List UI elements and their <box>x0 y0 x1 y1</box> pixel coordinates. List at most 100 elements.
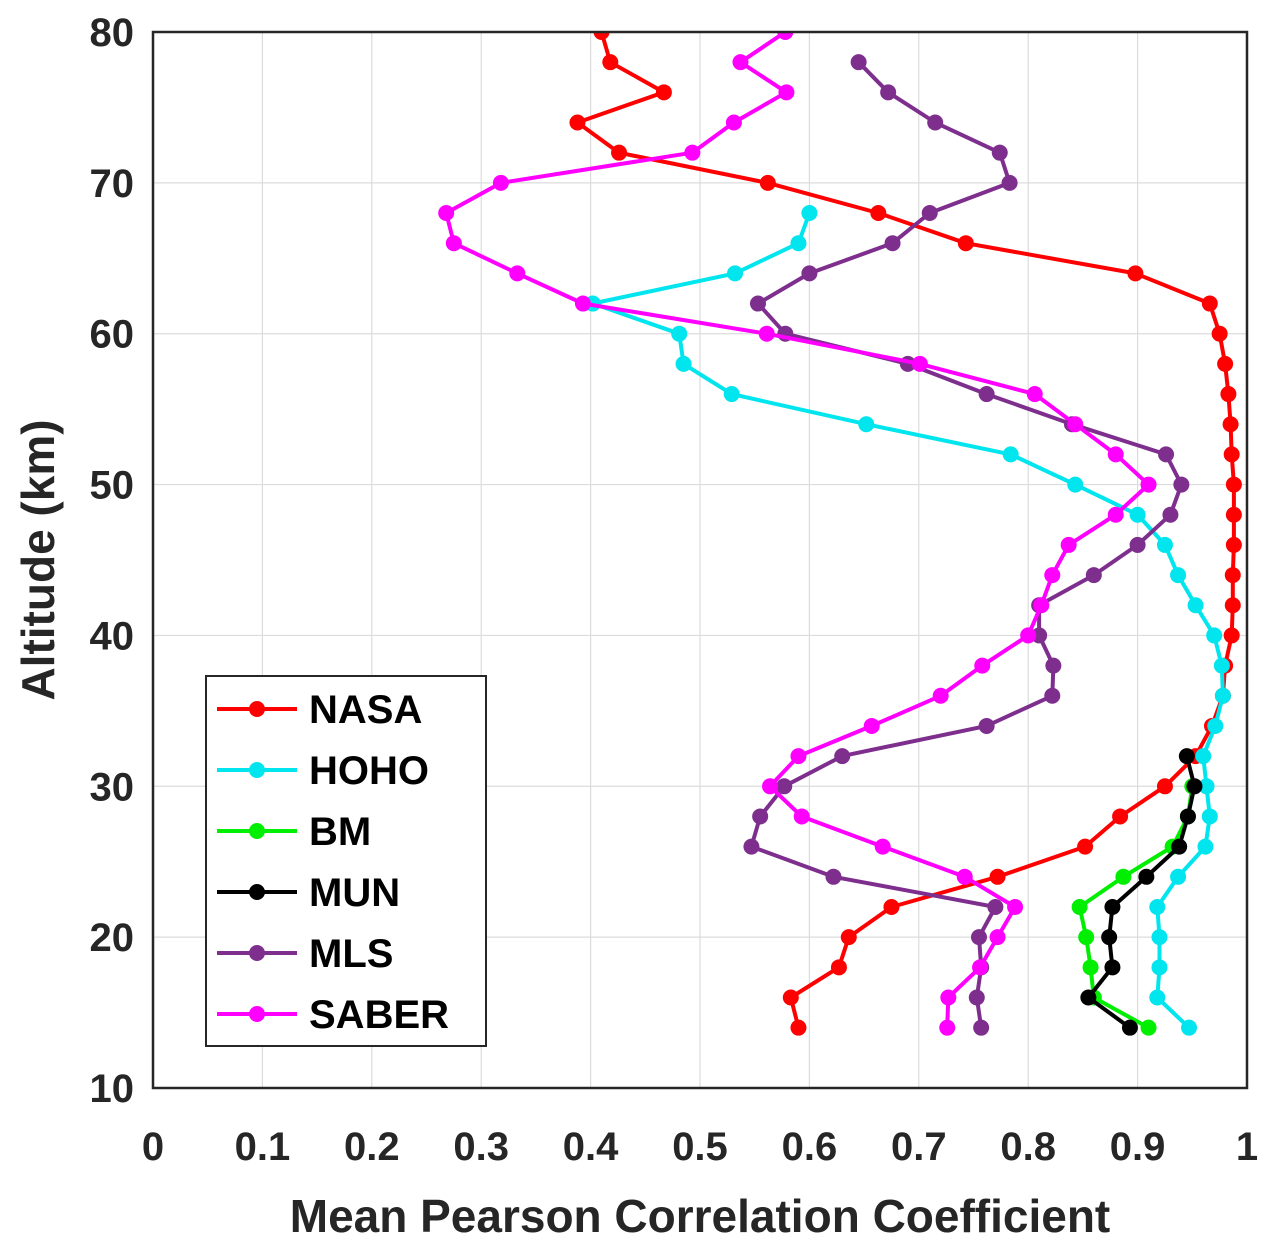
data-point-mls <box>927 114 944 131</box>
data-point-bm <box>1115 868 1132 885</box>
data-point-saber <box>725 114 742 131</box>
data-point-nasa <box>759 174 776 191</box>
data-point-nasa <box>830 959 847 976</box>
data-point-mls <box>743 838 760 855</box>
data-point-nasa <box>1222 416 1239 433</box>
data-point-mls <box>1158 446 1175 463</box>
data-point-bm <box>1140 1019 1157 1036</box>
legend-label-nasa: NASA <box>309 688 422 732</box>
data-point-mls <box>978 386 995 403</box>
data-point-hoho <box>1198 778 1215 795</box>
data-point-saber <box>972 959 989 976</box>
data-point-hoho <box>1170 567 1187 584</box>
data-point-saber <box>509 265 526 282</box>
legend-label-mls: MLS <box>309 932 393 976</box>
x-tick-label: 0.3 <box>453 1125 509 1169</box>
data-point-hoho <box>1151 929 1168 946</box>
x-axis-title: Mean Pearson Correlation Coefficient <box>290 1190 1111 1242</box>
data-point-mls <box>834 748 851 765</box>
data-point-saber <box>1020 627 1037 644</box>
data-point-hoho <box>1197 838 1214 855</box>
data-point-nasa <box>870 205 887 222</box>
legend-item-hoho: HOHO <box>217 749 429 793</box>
data-point-saber <box>1067 416 1084 433</box>
data-point-nasa <box>655 84 672 101</box>
data-point-nasa <box>957 235 974 252</box>
data-point-nasa <box>790 1019 807 1036</box>
data-point-nasa <box>1225 506 1242 523</box>
axes-box <box>151 30 1249 1090</box>
data-point-saber <box>874 838 891 855</box>
y-tick-labels: 10 20 30 40 50 60 70 80 <box>90 11 135 1111</box>
data-point-hoho <box>790 235 807 252</box>
series-line-saber <box>444 32 1151 1030</box>
data-point-mun <box>1104 959 1121 976</box>
legend-label-saber: SABER <box>309 993 449 1037</box>
x-tick-label: 0.6 <box>782 1125 838 1169</box>
y-tick-label: 30 <box>90 765 135 809</box>
series-mun <box>1080 748 1203 1036</box>
data-point-saber <box>1044 567 1061 584</box>
data-point-hoho <box>1187 597 1204 614</box>
data-point-saber <box>863 717 880 734</box>
x-tick-label: 0.8 <box>1000 1125 1056 1169</box>
x-tick-label: 0.4 <box>563 1125 619 1169</box>
series-line-mun <box>1086 754 1197 1030</box>
data-point-nasa <box>1224 597 1241 614</box>
data-point-nasa <box>1224 567 1241 584</box>
x-tick-label: 0.9 <box>1110 1125 1166 1169</box>
data-point-saber <box>1033 597 1050 614</box>
series-saber <box>438 0 1157 1036</box>
data-point-hoho <box>723 386 740 403</box>
y-tick-label: 40 <box>90 614 135 658</box>
data-point-nasa <box>1223 627 1240 644</box>
data-point-nasa <box>1112 808 1129 825</box>
data-point-nasa <box>1211 325 1228 342</box>
data-point-mls <box>1085 567 1102 584</box>
legend-marker-hoho <box>249 762 265 778</box>
data-point-mls <box>884 235 901 252</box>
data-point-hoho <box>1207 717 1224 734</box>
data-point-saber <box>438 205 455 222</box>
data-point-nasa <box>602 54 619 71</box>
data-point-mun <box>1186 778 1203 795</box>
data-point-hoho <box>675 355 692 372</box>
legend-marker-mls <box>249 945 265 961</box>
data-point-nasa <box>569 114 586 131</box>
data-point-nasa <box>840 929 857 946</box>
legend: NASA HOHO BM MUN MLS SABER <box>205 675 487 1047</box>
data-point-saber <box>1107 506 1124 523</box>
data-point-hoho <box>1149 989 1166 1006</box>
x-tick-label: 0.2 <box>344 1125 400 1169</box>
data-point-hoho <box>1170 868 1187 885</box>
data-point-saber <box>1140 476 1157 493</box>
legend-box <box>205 675 487 1047</box>
data-point-nasa <box>1225 536 1242 553</box>
x-tick-label: 1 <box>1236 1125 1258 1169</box>
data-point-mun <box>1104 898 1121 915</box>
data-point-saber <box>940 989 957 1006</box>
data-point-nasa <box>1220 386 1237 403</box>
data-point-mls <box>978 717 995 734</box>
data-point-hoho <box>1213 657 1230 674</box>
data-point-mls <box>921 205 938 222</box>
legend-item-nasa: NASA <box>217 688 422 732</box>
legend-item-mun: MUN <box>217 871 400 915</box>
data-point-nasa <box>883 898 900 915</box>
x-tick-label: 0.1 <box>235 1125 291 1169</box>
data-point-mls <box>801 265 818 282</box>
data-point-saber <box>1007 898 1024 915</box>
legend-label-mun: MUN <box>309 871 400 915</box>
data-point-bm <box>1082 959 1099 976</box>
data-point-nasa <box>593 32 610 40</box>
data-point-mls <box>1173 476 1190 493</box>
data-point-saber <box>989 929 1006 946</box>
data-point-saber <box>740 0 756 10</box>
data-point-hoho <box>1002 446 1019 463</box>
y-tick-label: 50 <box>90 464 135 508</box>
data-point-saber <box>758 325 775 342</box>
legend-marker-saber <box>249 1006 265 1022</box>
data-point-mls <box>850 54 867 71</box>
data-point-nasa <box>1225 476 1242 493</box>
